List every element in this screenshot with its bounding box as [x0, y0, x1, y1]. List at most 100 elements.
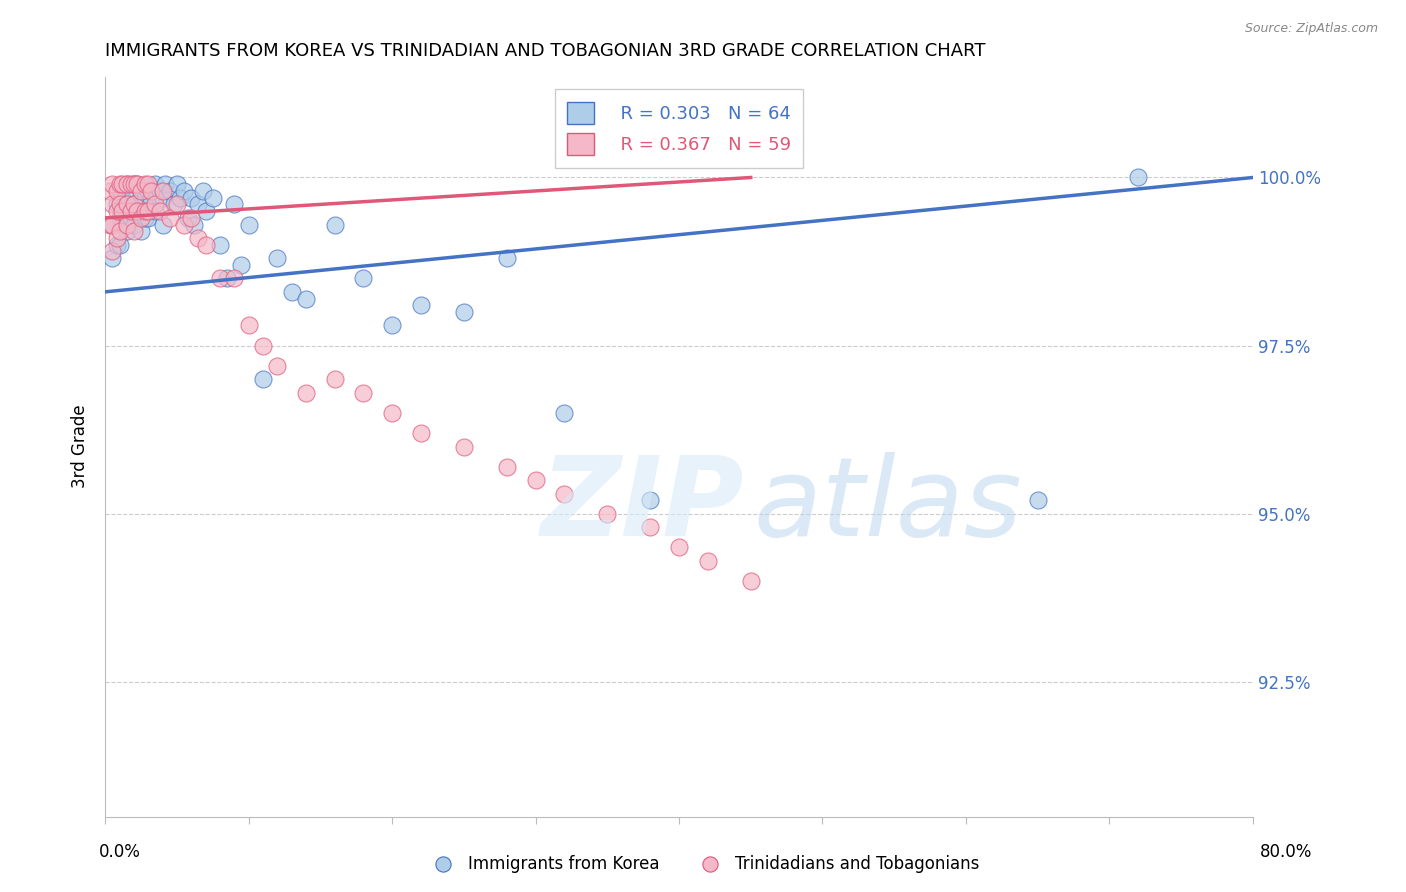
Point — [145, 178, 167, 192]
Point — [129, 204, 152, 219]
Point — [173, 184, 195, 198]
Point — [323, 372, 346, 386]
Point — [105, 197, 128, 211]
Point — [152, 184, 174, 198]
Point — [111, 218, 134, 232]
Text: 80.0%: 80.0% — [1260, 843, 1313, 861]
Point — [101, 218, 124, 232]
Point — [101, 197, 124, 211]
Point — [496, 459, 519, 474]
Point — [553, 486, 575, 500]
Point — [120, 178, 142, 192]
Point — [122, 197, 145, 211]
Point — [111, 204, 134, 219]
Point — [125, 178, 148, 192]
Point — [105, 237, 128, 252]
Point — [553, 406, 575, 420]
Point — [180, 211, 202, 225]
Point — [145, 197, 167, 211]
Text: 0.0%: 0.0% — [98, 843, 141, 861]
Point — [101, 244, 124, 259]
Y-axis label: 3rd Grade: 3rd Grade — [72, 405, 89, 489]
Point — [194, 204, 217, 219]
Point — [696, 554, 718, 568]
Point — [145, 204, 167, 219]
Point — [149, 184, 172, 198]
Point — [98, 218, 121, 232]
Point — [524, 473, 547, 487]
Point — [149, 204, 172, 219]
Point — [208, 237, 231, 252]
Point — [177, 211, 200, 225]
Point — [129, 211, 152, 225]
Point — [122, 178, 145, 192]
Point — [122, 224, 145, 238]
Point — [115, 197, 138, 211]
Point — [111, 178, 134, 192]
Point — [191, 184, 214, 198]
Point — [159, 184, 181, 198]
Text: ZIP: ZIP — [541, 452, 745, 559]
Point — [101, 218, 124, 232]
Point — [152, 218, 174, 232]
Point — [108, 224, 131, 238]
Point — [180, 191, 202, 205]
Point — [115, 218, 138, 232]
Point — [129, 184, 152, 198]
Point — [129, 224, 152, 238]
Point — [640, 520, 662, 534]
Point — [453, 305, 475, 319]
Point — [224, 271, 246, 285]
Point — [108, 211, 131, 225]
Point — [266, 251, 288, 265]
Point — [134, 211, 156, 225]
Point — [295, 385, 318, 400]
Point — [134, 191, 156, 205]
Point — [125, 178, 148, 192]
Point — [105, 204, 128, 219]
Point — [409, 426, 432, 441]
Point — [231, 258, 253, 272]
Point — [1126, 170, 1149, 185]
Point — [136, 211, 159, 225]
Point — [159, 211, 181, 225]
Point — [155, 178, 177, 192]
Point — [105, 231, 128, 245]
Point — [238, 218, 260, 232]
Point — [101, 178, 124, 192]
Point — [194, 237, 217, 252]
Point — [125, 204, 148, 219]
Legend:   R = 0.303   N = 64,   R = 0.367   N = 59: R = 0.303 N = 64, R = 0.367 N = 59 — [554, 89, 803, 168]
Text: IMMIGRANTS FROM KOREA VS TRINIDADIAN AND TOBAGONIAN 3RD GRADE CORRELATION CHART: IMMIGRANTS FROM KOREA VS TRINIDADIAN AND… — [105, 42, 986, 60]
Point — [266, 359, 288, 373]
Point — [217, 271, 239, 285]
Point — [201, 191, 224, 205]
Point — [169, 191, 191, 205]
Point — [115, 178, 138, 192]
Text: atlas: atlas — [754, 452, 1022, 559]
Point — [120, 184, 142, 198]
Point — [136, 184, 159, 198]
Point — [187, 231, 209, 245]
Point — [122, 197, 145, 211]
Point — [381, 406, 404, 420]
Point — [98, 184, 121, 198]
Point — [115, 224, 138, 238]
Point — [183, 218, 205, 232]
Point — [640, 493, 662, 508]
Point — [323, 218, 346, 232]
Point — [381, 318, 404, 333]
Point — [1026, 493, 1049, 508]
Point — [668, 541, 690, 555]
Point — [352, 271, 374, 285]
Point — [163, 197, 186, 211]
Point — [596, 507, 619, 521]
Point — [409, 298, 432, 312]
Point — [136, 178, 159, 192]
Point — [125, 204, 148, 219]
Point — [111, 191, 134, 205]
Point — [152, 191, 174, 205]
Point — [108, 184, 131, 198]
Point — [115, 197, 138, 211]
Point — [108, 178, 131, 192]
